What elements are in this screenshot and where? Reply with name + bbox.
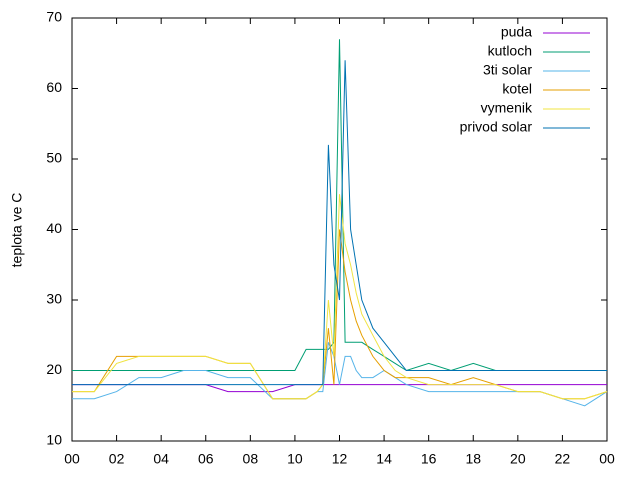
series-line: [72, 384, 607, 393]
x-tick-label: 16: [421, 451, 437, 467]
y-tick-label: 20: [46, 361, 62, 377]
x-tick-label: 00: [64, 451, 80, 467]
x-tick-label: 14: [376, 451, 392, 467]
x-tick-label: 10: [287, 451, 303, 467]
y-tick-label: 30: [46, 291, 62, 307]
series-line: [72, 60, 607, 386]
series-line: [72, 342, 608, 407]
series-line: [72, 194, 608, 400]
y-tick-label: 70: [46, 9, 62, 25]
x-tick-label: 02: [109, 451, 125, 467]
x-tick-label: 00: [599, 451, 615, 467]
x-tick-label: 12: [332, 451, 348, 467]
x-tick-label: 20: [510, 451, 526, 467]
x-tick-label: 06: [198, 451, 214, 467]
y-tick-label: 10: [46, 432, 62, 448]
x-tick-label: 18: [465, 451, 481, 467]
series-line: [72, 229, 608, 400]
x-tick-label: 08: [243, 451, 259, 467]
legend-label: privod solar: [460, 119, 533, 135]
y-axis-label: teplota ve C: [9, 193, 25, 268]
x-tick-label: 22: [555, 451, 571, 467]
legend-label: kotel: [502, 81, 532, 97]
legend-label: vymenik: [481, 100, 533, 116]
y-tick-label: 60: [46, 79, 62, 95]
legend-label: 3ti solar: [483, 62, 532, 78]
x-tick-label: 04: [153, 451, 169, 467]
y-tick-label: 40: [46, 220, 62, 236]
legend-label: kutloch: [488, 43, 532, 59]
legend-label: puda: [501, 24, 532, 40]
y-tick-label: 50: [46, 150, 62, 166]
